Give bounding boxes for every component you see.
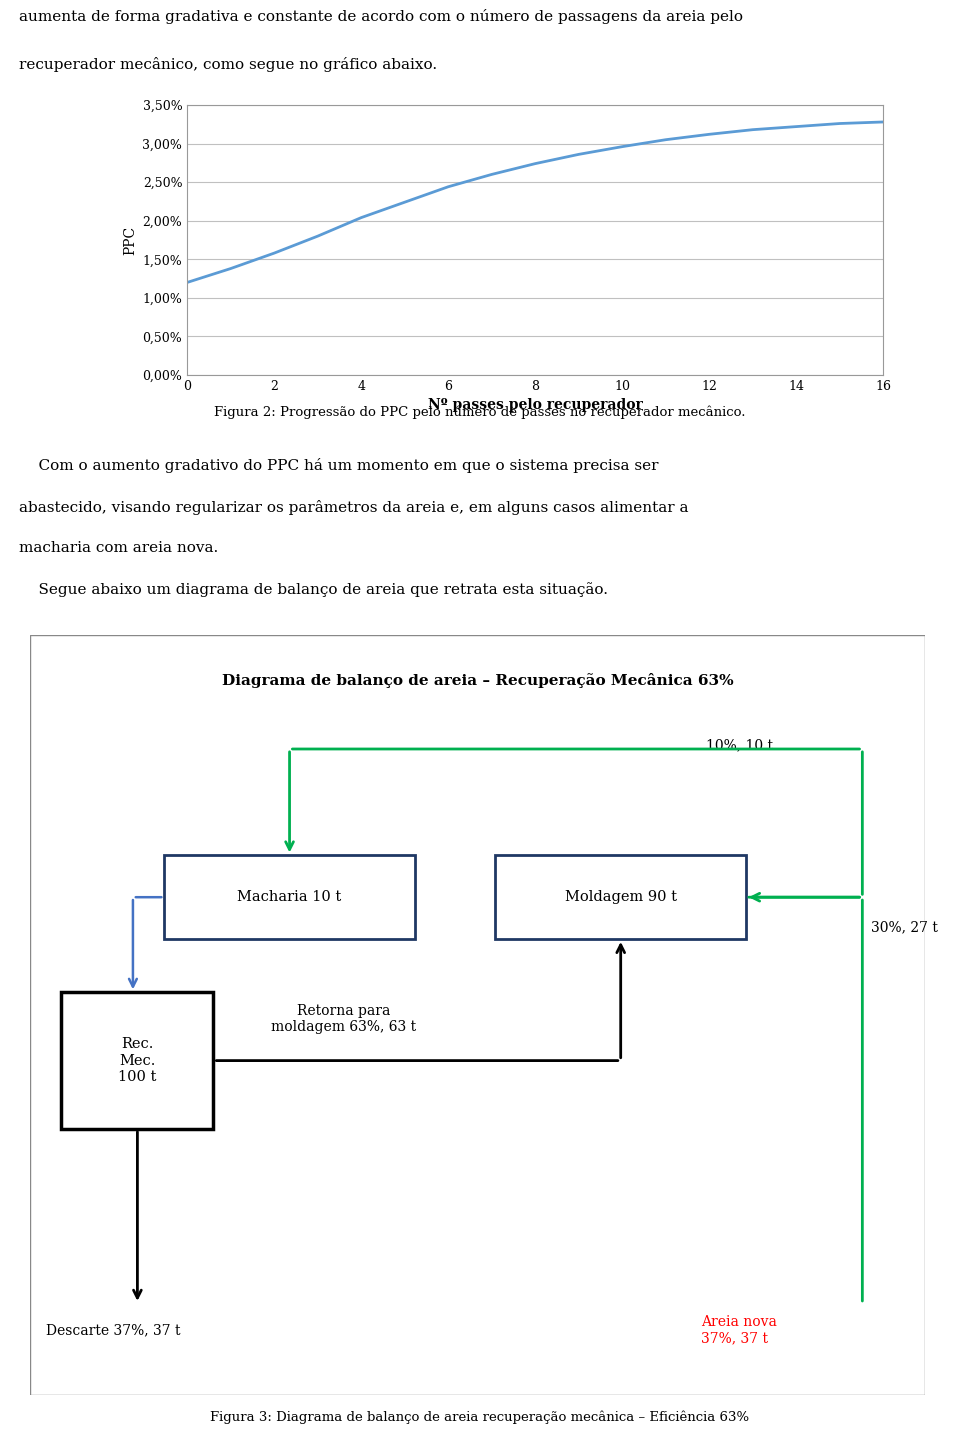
Text: Diagrama de balanço de areia – Recuperação Mecânica 63%: Diagrama de balanço de areia – Recuperaç… bbox=[222, 673, 733, 688]
Text: Descarte 37%, 37 t: Descarte 37%, 37 t bbox=[46, 1324, 180, 1337]
Text: 30%, 27 t: 30%, 27 t bbox=[872, 920, 938, 934]
Y-axis label: PPC: PPC bbox=[123, 225, 137, 255]
Text: Figura 2: Progressão do PPC pelo número de passes no recuperador mecânico.: Figura 2: Progressão do PPC pelo número … bbox=[214, 405, 746, 420]
Text: Areia nova
37%, 37 t: Areia nova 37%, 37 t bbox=[701, 1315, 778, 1345]
Text: Figura 3: Diagrama de balanço de areia recuperação mecânica – Eficiência 63%: Figura 3: Diagrama de balanço de areia r… bbox=[210, 1410, 750, 1425]
Text: 10%, 10 t: 10%, 10 t bbox=[706, 738, 773, 753]
Bar bbox=[61, 992, 213, 1129]
Text: aumenta de forma gradativa e constante de acordo com o número de passagens da ar: aumenta de forma gradativa e constante d… bbox=[19, 10, 743, 25]
Text: Macharia 10 t: Macharia 10 t bbox=[237, 890, 342, 904]
Text: Retorna para
moldagem 63%, 63 t: Retorna para moldagem 63%, 63 t bbox=[271, 1004, 416, 1034]
Text: macharia com areia nova.: macharia com areia nova. bbox=[19, 541, 219, 555]
X-axis label: Nº passes pelo recuperador: Nº passes pelo recuperador bbox=[428, 398, 642, 412]
Text: Com o aumento gradativo do PPC há um momento em que o sistema precisa ser: Com o aumento gradativo do PPC há um mom… bbox=[19, 459, 659, 473]
Text: Rec.
Mec.
100 t: Rec. Mec. 100 t bbox=[118, 1037, 156, 1084]
Text: recuperador mecânico, como segue no gráfico abaixo.: recuperador mecânico, como segue no gráf… bbox=[19, 58, 438, 72]
Bar bbox=[495, 855, 746, 939]
Text: Segue abaixo um diagrama de balanço de areia que retrata esta situação.: Segue abaixo um diagrama de balanço de a… bbox=[19, 583, 609, 597]
Text: abastecido, visando regularizar os parâmetros da areia e, em alguns casos alimen: abastecido, visando regularizar os parâm… bbox=[19, 499, 688, 515]
Text: Moldagem 90 t: Moldagem 90 t bbox=[564, 890, 677, 904]
Bar bbox=[164, 855, 415, 939]
